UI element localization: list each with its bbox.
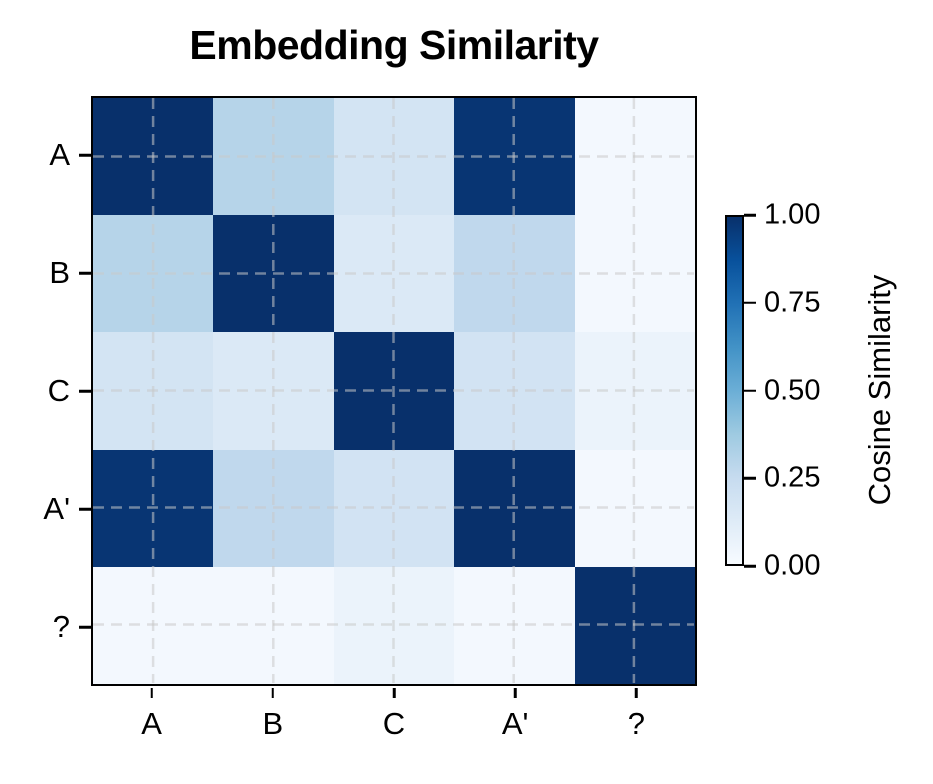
heatmap-cell-A'-A' [454,449,575,567]
x-axis-labels: A B C A'? [91,706,697,750]
heatmap-cell-A-A' [454,98,575,216]
heatmap-cell-?-A' [454,566,575,684]
heatmap-cell-B-A [93,215,214,333]
y-axis-tick-label: ? [52,609,70,644]
y-axis-tick-label: C [47,373,70,408]
x-axis-tick-label: A' [501,706,529,741]
x-axis-tick [635,688,638,698]
heatmap-cell-B-C [333,215,455,333]
colorbar-tick [744,477,756,480]
x-axis-tick [271,688,275,698]
colorbar-tick-label: 0.00 [764,549,821,582]
heatmap-plot [91,96,697,686]
colorbar-tick [744,389,756,392]
heatmap-cell-?-? [574,566,695,684]
x-axis-tick [392,688,396,698]
colorbar-tick [744,301,756,304]
colorbar-gradient [727,217,742,564]
colorbar-tick-label: 0.50 [764,374,821,406]
y-axis-tick-label: A' [43,491,70,526]
heatmap-cell-C-? [574,332,695,450]
heatmap-cell-C-A [93,332,214,450]
y-axis-tick [79,389,91,393]
heatmap-cell-A'-C [333,449,455,567]
heatmap-grid [93,98,695,684]
colorbar-tick [744,213,756,217]
heatmap-cell-C-A' [454,332,575,450]
y-axis-tick [79,625,91,629]
heatmap-cell-B-B [213,215,334,333]
y-axis-tick-label: A [49,137,70,172]
x-axis-tick-label: C [382,706,406,741]
page-title: Embedding Similarity [189,22,599,68]
x-axis-tick-label: ? [627,706,646,741]
heatmap-cell-A'-A [93,449,214,567]
colorbar-tick-label: 1.00 [764,198,821,231]
colorbar-tick [744,564,756,568]
heatmap-cell-A-C [333,98,455,216]
heatmap-cell-?-C [333,566,455,684]
heatmap-cell-A-B [213,98,334,216]
heatmap-cell-A-A [93,98,214,216]
heatmap-cell-B-? [574,215,695,333]
heatmap-cell-B-A' [454,215,575,333]
colorbar [725,215,744,566]
heatmap-cell-?-A [93,566,214,684]
heatmap-cell-A'-? [574,449,695,567]
x-axis-tick-label: A [141,706,162,741]
y-axis-tick-label: B [49,255,70,290]
x-axis-tick [150,688,153,698]
y-axis-labels: A B C A'? [0,96,70,686]
y-axis-tick [79,153,91,157]
heatmap-cell-?-B [213,566,334,684]
colorbar-tick-label: 0.75 [764,286,821,319]
x-axis-tick-label: B [262,706,284,741]
colorbar-label: Cosine Similarity [862,274,897,506]
y-axis-tick [79,271,91,275]
y-axis-tick [79,507,91,511]
x-axis-tick [513,688,517,698]
heatmap-cell-A-? [574,98,695,216]
colorbar-tick-label: 0.25 [764,461,821,494]
heatmap-cell-A'-B [213,449,334,567]
heatmap-cell-C-C [333,332,455,450]
heatmap-cell-C-B [213,332,334,450]
